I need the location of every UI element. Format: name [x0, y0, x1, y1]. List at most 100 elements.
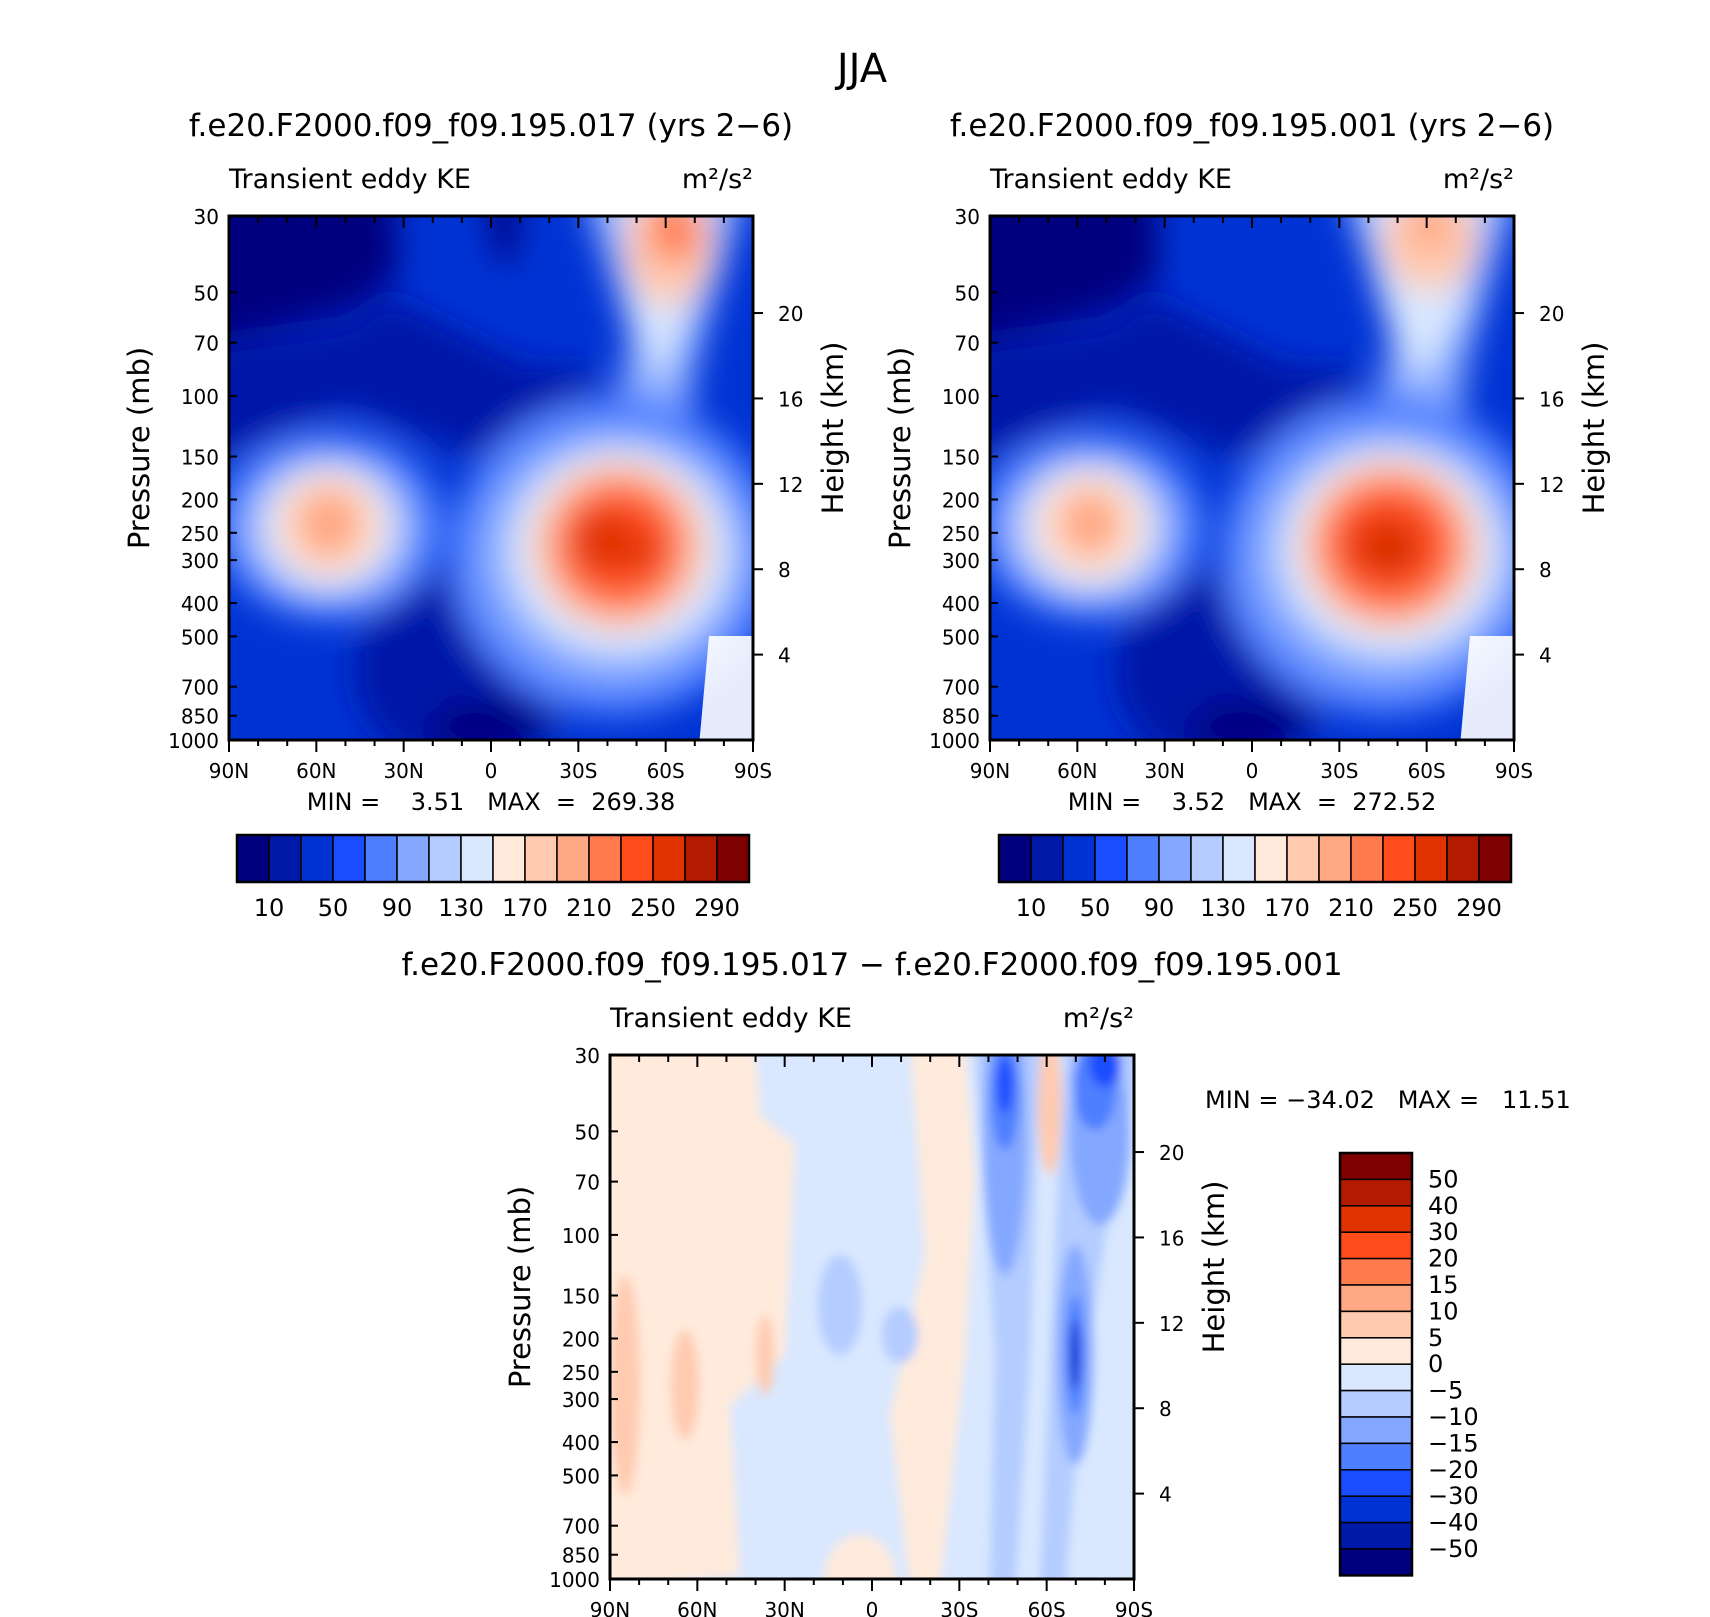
- lat-tick-label: 90N: [970, 759, 1010, 783]
- colorbar-label: −10: [1428, 1403, 1479, 1431]
- colorbar-swatch: [684, 834, 718, 883]
- colorbar-label: 15: [1428, 1271, 1459, 1299]
- colorbar-swatch: [1339, 1205, 1413, 1233]
- colorbar-swatch: [1446, 834, 1480, 883]
- colorbar-label: −15: [1428, 1429, 1479, 1457]
- lat-tick-label: 30N: [383, 759, 423, 783]
- colorbar-label: 5: [1428, 1324, 1443, 1352]
- colorbar-swatch: [1339, 1469, 1413, 1497]
- lat-tick-label: 90N: [209, 759, 249, 783]
- colorbar-swatch: [1478, 834, 1512, 883]
- colorbar-label: 130: [438, 894, 484, 922]
- units-label: m²/s²: [1443, 164, 1514, 195]
- colorbar-case1: 10 50 90 130 170 210 250 290: [235, 833, 751, 922]
- contour-field: [229, 216, 753, 740]
- pressure-tick-label: 1000: [549, 1568, 600, 1592]
- lat-tick-label: 90N: [590, 1598, 630, 1617]
- pressure-tick-label: 850: [942, 705, 980, 729]
- lat-tick-label: 30N: [764, 1598, 804, 1617]
- pressure-tick-label: 500: [181, 625, 219, 649]
- colorbar-swatch: [428, 834, 462, 883]
- colorbar-swatch: [364, 834, 398, 883]
- lat-tick-label: 60S: [1028, 1598, 1066, 1617]
- figure-title: JJA: [834, 46, 888, 92]
- contour-field: [610, 1055, 1134, 1579]
- min-max-label: MIN = 3.51 MAX = 269.38: [307, 788, 675, 816]
- colorbar-swatch: [716, 834, 750, 883]
- colorbar-label: −40: [1428, 1509, 1479, 1537]
- colorbar-label: −20: [1428, 1456, 1479, 1484]
- colorbar-swatch: [1339, 1284, 1413, 1313]
- colorbar-swatch: [1030, 834, 1064, 883]
- panel-diff: f.e20.F2000.f09_f09.195.017 − f.e20.F200…: [401, 947, 1343, 1581]
- colorbar-swatch: [1318, 834, 1352, 883]
- pressure-tick-label: 150: [181, 446, 219, 470]
- pressure-tick-label: 850: [181, 705, 219, 729]
- colorbar-label: 210: [1328, 894, 1374, 922]
- colorbar-swatch: [1339, 1389, 1413, 1418]
- colorbar-label: 50: [1080, 894, 1111, 922]
- colorbar-swatch: [1222, 834, 1256, 883]
- panel-title: f.e20.F2000.f09_f09.195.001 (yrs 2−6): [950, 108, 1554, 144]
- pressure-tick-label: 200: [942, 488, 980, 512]
- colorbar-label: 10: [1016, 894, 1047, 922]
- units-label: m²/s²: [682, 164, 753, 195]
- pressure-tick-label: 400: [942, 592, 980, 616]
- colorbar-label: −30: [1428, 1482, 1479, 1510]
- colorbar-frame: [1338, 1151, 1414, 1577]
- colorbar-label: 10: [254, 894, 285, 922]
- lat-tick-label: 60N: [296, 759, 336, 783]
- colorbar-label: 90: [382, 894, 413, 922]
- height-tick-label: 16: [778, 387, 803, 411]
- colorbar-label: 0: [1428, 1350, 1443, 1378]
- pressure-tick-label: 50: [575, 1120, 600, 1144]
- pressure-tick-label: 1000: [168, 729, 219, 753]
- colorbar-swatch: [396, 834, 430, 883]
- colorbar-swatch: [300, 834, 334, 883]
- lat-tick-label: 90S: [734, 759, 772, 783]
- colorbar-label: 250: [1392, 894, 1438, 922]
- units-label: m²/s²: [1063, 1003, 1134, 1034]
- pressure-tick-label: 150: [562, 1285, 600, 1309]
- height-tick-label: 16: [1539, 387, 1564, 411]
- y2-axis-label: Height (km): [1197, 1181, 1231, 1354]
- height-tick-label: 4: [1159, 1483, 1172, 1507]
- colorbar-label: 170: [1264, 894, 1310, 922]
- colorbar-label: 40: [1428, 1192, 1459, 1220]
- height-tick-label: 20: [778, 302, 803, 326]
- colorbar-swatch: [1094, 834, 1128, 883]
- colorbar-label: 250: [630, 894, 676, 922]
- colorbar-swatch: [1254, 834, 1288, 883]
- height-tick-label: 12: [778, 473, 803, 497]
- colorbar-swatch: [1339, 1152, 1413, 1181]
- height-tick-label: 8: [778, 558, 791, 582]
- colorbar-swatch: [998, 834, 1032, 883]
- pressure-tick-label: 500: [942, 625, 980, 649]
- pressure-tick-label: 200: [181, 488, 219, 512]
- pressure-tick-label: 50: [194, 281, 219, 305]
- lat-tick-label: 60S: [1408, 759, 1446, 783]
- contour-field: [990, 216, 1514, 740]
- variable-label: Transient eddy KE: [228, 164, 471, 195]
- lat-tick-label: 30S: [559, 759, 597, 783]
- variable-label: Transient eddy KE: [609, 1003, 852, 1034]
- pressure-tick-label: 70: [575, 1171, 600, 1195]
- colorbar-label: 170: [502, 894, 548, 922]
- pressure-tick-label: 50: [955, 281, 980, 305]
- panel-case1: f.e20.F2000.f09_f09.195.017 (yrs 2−6) Tr…: [189, 108, 793, 816]
- colorbar-swatch: [524, 834, 558, 883]
- colorbar-swatch: [1339, 1416, 1413, 1445]
- colorbar-swatch: [1190, 834, 1224, 883]
- y2-axis-label: Height (km): [1577, 342, 1611, 515]
- pressure-tick-label: 1000: [929, 729, 980, 753]
- lat-tick-label: 0: [866, 1598, 879, 1617]
- pressure-tick-label: 70: [194, 332, 219, 356]
- height-tick-label: 16: [1159, 1226, 1184, 1250]
- colorbar-swatch: [1339, 1521, 1413, 1550]
- pressure-tick-label: 300: [942, 549, 980, 573]
- lat-tick-label: 60N: [677, 1598, 717, 1617]
- pressure-tick-label: 30: [955, 205, 980, 229]
